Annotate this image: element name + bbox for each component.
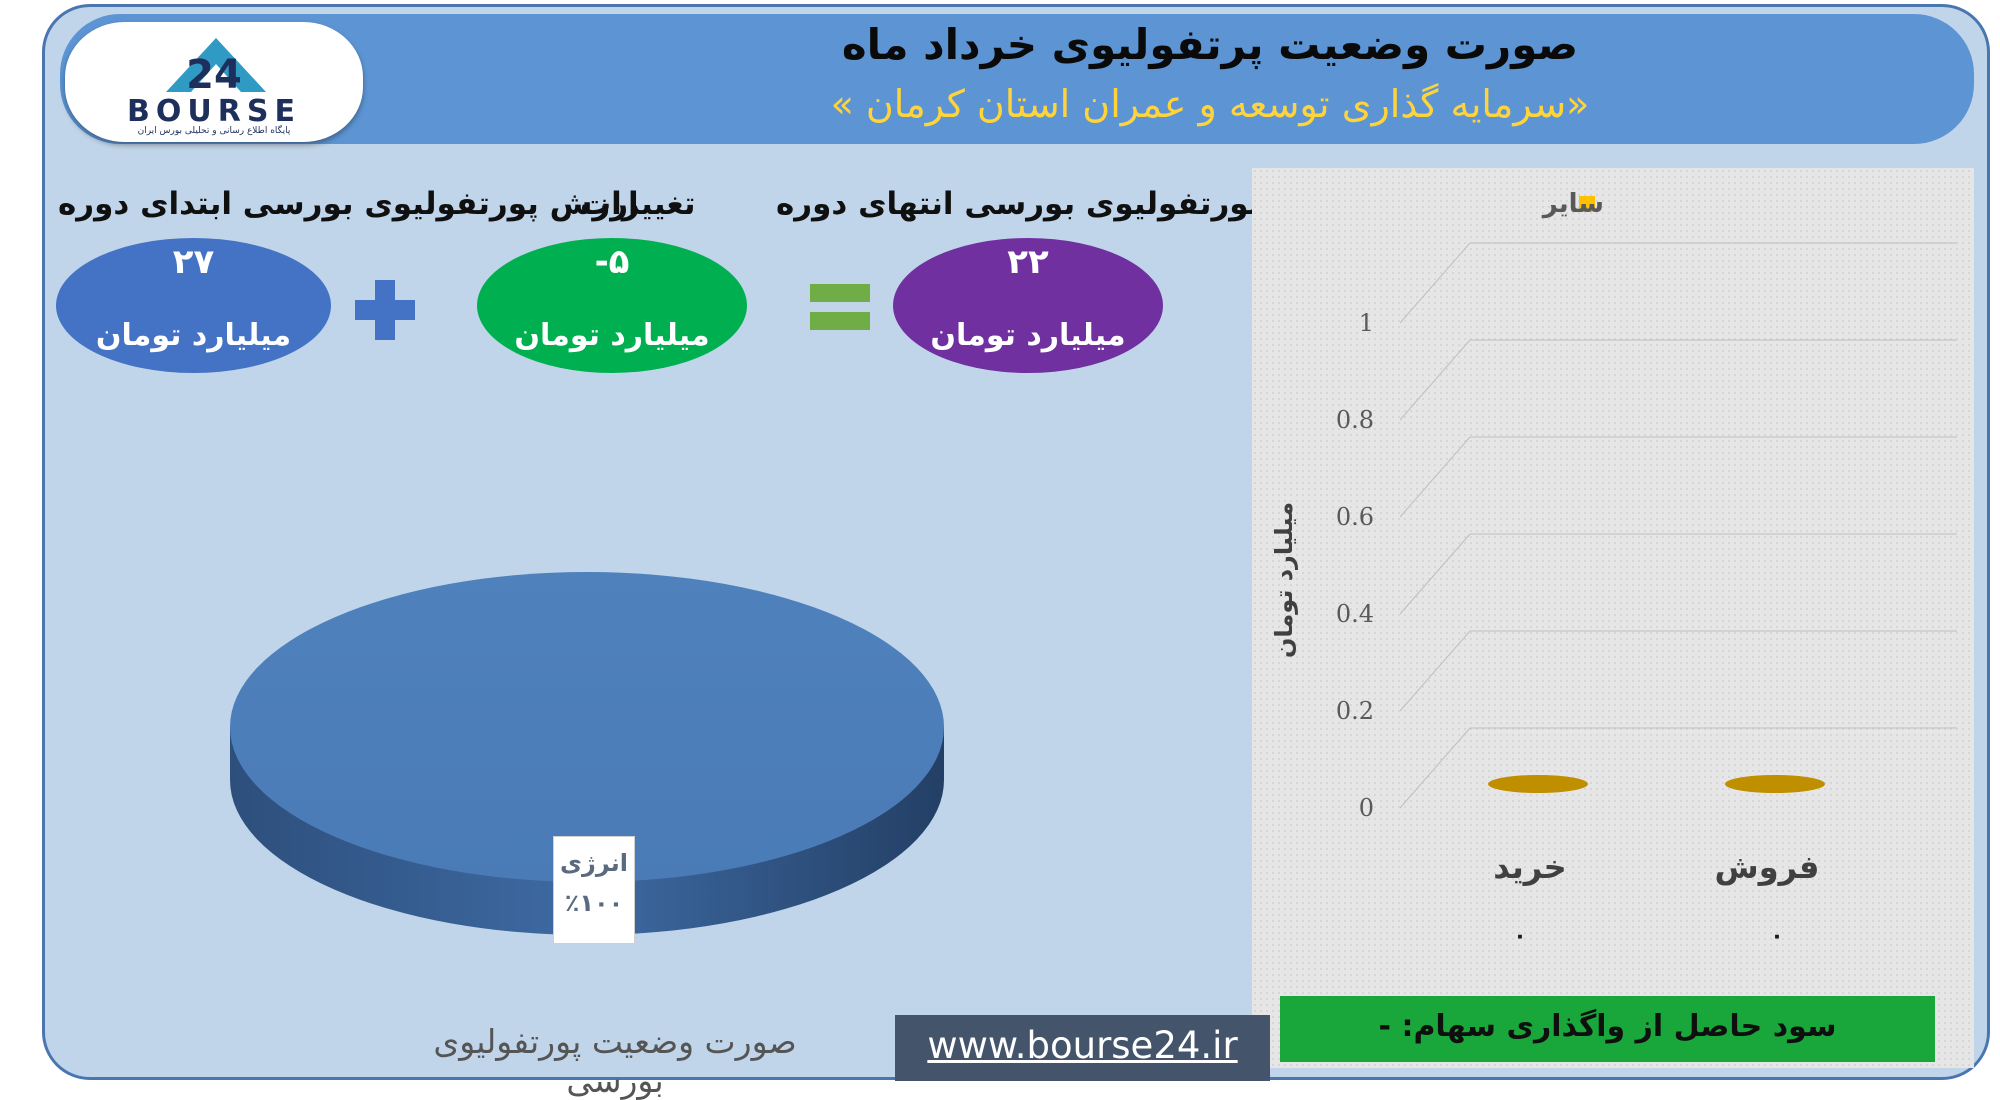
y-tick-label: 0.8	[1336, 406, 1374, 434]
logo-tagline: پایگاه اطلاع رسانی و تحلیلی بورس ایران	[137, 126, 291, 136]
logo-number: 24	[186, 52, 242, 98]
logo-mountain-icon	[166, 38, 266, 92]
page-subtitle: «سرمایه گذاری توسعه و عمران استان کرمان …	[830, 82, 1590, 126]
y-tick-label: 0	[1359, 794, 1374, 822]
portfolio-pie-chart	[230, 572, 944, 935]
bar-2	[1725, 775, 1825, 793]
change-label: تغییرات	[580, 186, 696, 222]
x-category-label: فروش	[1715, 848, 1820, 886]
start-value-ellipse: ۲۷ میلیارد تومان	[56, 238, 331, 373]
y-tick-label: 0.4	[1336, 600, 1374, 628]
gridline-depth	[1399, 630, 1471, 712]
pie-slice-label: انرژی	[560, 849, 628, 877]
trade-chart-panel	[1252, 168, 1974, 1068]
change-ellipse: -۵ میلیارد تومان	[477, 238, 747, 373]
pie-slice-percent: ٪۱۰۰	[564, 889, 624, 917]
pie-slice-energy	[230, 572, 944, 882]
y-axis-label: میلیارد تومان	[1270, 502, 1298, 658]
plus-sign-icon	[355, 280, 415, 340]
equals-sign-icon	[810, 282, 870, 334]
y-tick-label: 1	[1359, 309, 1374, 337]
start-value: ۲۷	[172, 242, 215, 282]
legend-swatch	[1579, 196, 1595, 212]
logo-wordmark: BOURSE	[127, 94, 301, 129]
profit-banner: سود حاصل از واگذاری سهام: -	[1280, 996, 1935, 1062]
gridline-depth	[1399, 242, 1471, 324]
pie-data-label-box: انرژی ٪۱۰۰	[553, 836, 635, 944]
trade-bar-chart: 0 0.2 0.4 0.6 0.8 1 سایر میلیارد تومان خرید ۰ فروش…	[1270, 189, 1957, 949]
start-value-label: ارزش پورتفولیوی بورسی ابتدای دوره	[58, 186, 639, 222]
end-value: ۲۲	[1007, 242, 1049, 282]
change-unit: میلیارد تومان	[514, 318, 710, 353]
end-value-ellipse: ۲۲ میلیارد تومان	[893, 238, 1163, 373]
gridline-depth	[1399, 339, 1471, 421]
change-value: -۵	[594, 242, 630, 282]
gridline-depth	[1399, 533, 1471, 615]
website-link[interactable]: www.bourse24.ir	[895, 1015, 1270, 1081]
pie-chart-title: صورت وضعیت پورتفولیوی بورسی	[433, 1022, 797, 1100]
page-title: صورت وضعیت پرتفولیوی خرداد ماه	[841, 20, 1579, 69]
data-label: ۰	[1770, 924, 1783, 949]
gridline-depth	[1399, 436, 1471, 518]
end-value-unit: میلیارد تومان	[930, 318, 1126, 353]
bar-1	[1488, 775, 1588, 793]
gridline-depth	[1399, 727, 1471, 809]
y-tick-label: 0.2	[1336, 697, 1374, 725]
header-banner	[60, 14, 1974, 144]
y-tick-label: 0.6	[1336, 503, 1374, 531]
data-label: ۰	[1513, 924, 1526, 949]
legend-label: سایر	[1541, 189, 1604, 219]
bourse24-logo: BOURSE 24 پایگاه اطلاع رسانی و تحلیلی بو…	[65, 22, 363, 142]
x-category-label: خرید	[1493, 848, 1566, 886]
start-value-unit: میلیارد تومان	[95, 318, 292, 353]
